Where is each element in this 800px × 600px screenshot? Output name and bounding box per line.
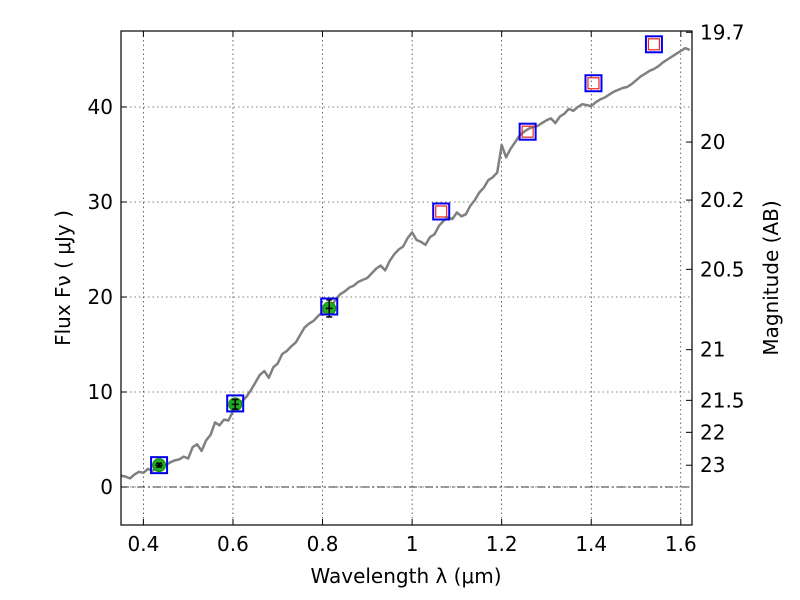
- mag-tick-label: 20: [700, 130, 725, 154]
- y2-axis-label: Magnitude (AB): [759, 200, 783, 355]
- x-axis-label: Wavelength λ (μm): [310, 564, 501, 588]
- x-tick-label: 0.4: [127, 532, 159, 556]
- mag-tick-label: 23: [700, 453, 725, 477]
- model-flux-marker: [518, 122, 537, 141]
- y-tick-label: 20: [88, 285, 113, 309]
- y-tick-label: 30: [88, 190, 113, 214]
- grid: [121, 31, 692, 525]
- model-flux-marker: [432, 202, 451, 221]
- spectrum-layer: [120, 46, 691, 480]
- mag-tick-label: 20.2: [700, 188, 745, 212]
- x-tick-label: 1: [406, 532, 419, 556]
- x-tick-label: 0.8: [307, 532, 339, 556]
- mag-tick-label: 21.5: [700, 388, 745, 412]
- limit-marker: [435, 205, 448, 218]
- plot-frame: [120, 30, 693, 526]
- limit-marker: [587, 77, 600, 90]
- mag-tick-label: 20.5: [700, 257, 745, 281]
- x-tick-label: 1.2: [486, 532, 518, 556]
- limit-marker: [521, 125, 534, 138]
- mag-tick-label: 22: [700, 420, 725, 444]
- spectrum-line: [120, 46, 691, 480]
- model-flux-marker: [584, 74, 603, 93]
- markers-layer: [150, 35, 663, 475]
- y-tick-label: 0: [100, 475, 113, 499]
- model-flux-marker: [644, 35, 663, 54]
- y-tick-label: 40: [88, 95, 113, 119]
- limit-marker: [647, 38, 661, 51]
- x-tick-label: 1.6: [665, 532, 697, 556]
- axis-ticks: 0.4 0.6 0.8 1 1.2 1.4 1.6 0 10 20 30 40 19.7 20 20.2 20…: [88, 20, 745, 556]
- y-axis-label: Flux Fν ( μJy ): [51, 210, 75, 346]
- model-flux-marker: [320, 297, 339, 316]
- model-flux-marker: [226, 394, 245, 413]
- y-tick-label: 10: [88, 380, 113, 404]
- mag-tick-label: 19.7: [700, 20, 745, 44]
- x-tick-label: 1.4: [575, 532, 607, 556]
- x-tick-label: 0.6: [217, 532, 249, 556]
- mag-tick-label: 21: [700, 338, 725, 362]
- model-flux-marker: [150, 456, 169, 475]
